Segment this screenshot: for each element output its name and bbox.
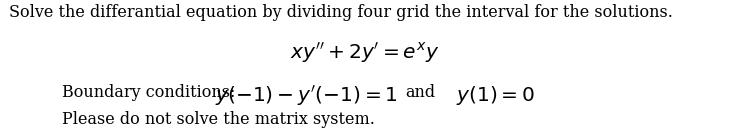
Text: $y(-1) - y'(-1) = 1$: $y(-1) - y'(-1) = 1$ (215, 84, 398, 108)
Text: $y(1) = 0$: $y(1) = 0$ (456, 84, 535, 107)
Text: Boundary conditions:: Boundary conditions: (62, 84, 235, 101)
Text: Please do not solve the matrix system.: Please do not solve the matrix system. (62, 111, 375, 128)
Text: and: and (405, 84, 435, 101)
Text: Solve the differantial equation by dividing four grid the interval for the solut: Solve the differantial equation by divid… (9, 4, 672, 21)
Text: $xy'' + 2y' = e^x y$: $xy'' + 2y' = e^x y$ (291, 40, 439, 65)
